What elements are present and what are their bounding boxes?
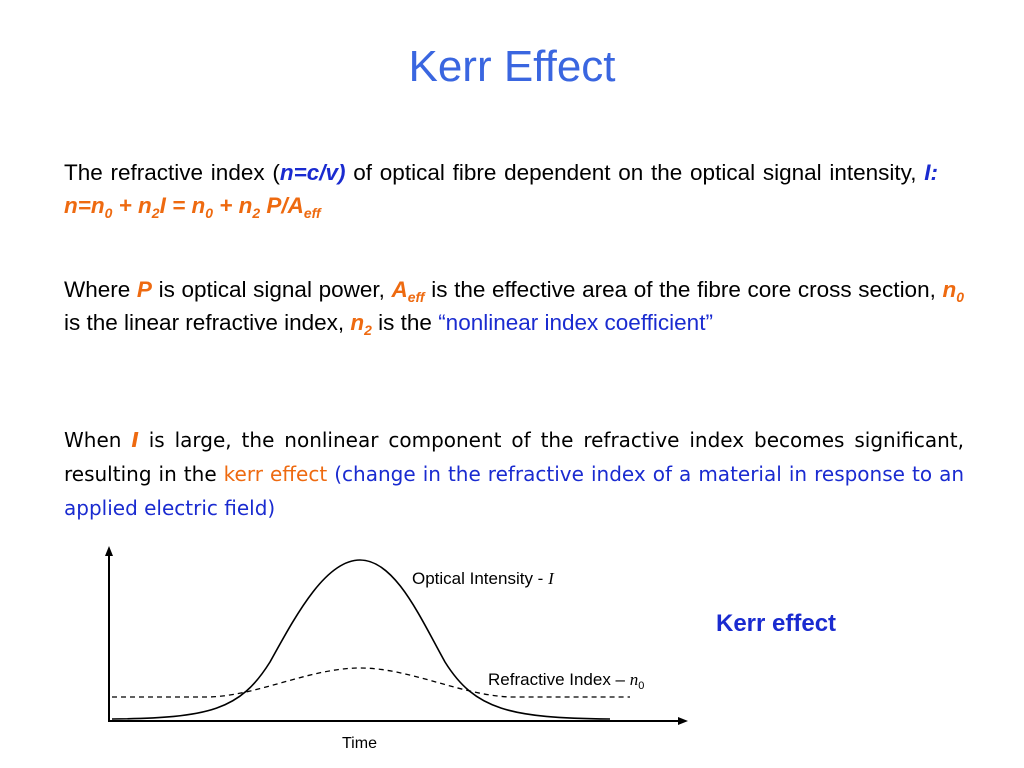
p2-text-5: is the xyxy=(371,310,439,335)
refractive-index-label: Refractive Index – n0 xyxy=(488,670,644,692)
p1-text-1: The refractive index ( xyxy=(64,160,280,185)
kerr-effect-figure: Optical Intensity - I Refractive Index –… xyxy=(105,546,688,752)
p2-text-4: is the linear refractive index, xyxy=(64,310,351,335)
x-axis-label: Time xyxy=(342,735,377,752)
symbol-aeff: Aeff xyxy=(391,277,425,305)
formula-ncv: n=c/v) xyxy=(279,160,346,185)
intensity-symbol: I: xyxy=(924,160,938,185)
slide-title: Kerr Effect xyxy=(408,42,616,91)
kerr-definition: (change in the refractive index of a mat… xyxy=(64,462,965,520)
p3-text-2: is large, the nonlinear component of the… xyxy=(64,428,964,486)
x-axis-arrow xyxy=(678,717,688,725)
refractive-index-curve xyxy=(112,667,630,698)
kerr-equation: n=n0 + n2I = n0 + n2 P/Aeff xyxy=(64,193,321,221)
p2-text-1: Where xyxy=(64,277,137,302)
y-axis-arrow xyxy=(105,546,113,556)
p2-text-3: is the effective area of the fibre core … xyxy=(424,277,943,302)
symbol-i: I xyxy=(131,428,139,452)
paragraph-definitions: Where P is optical signal power, Aeff is… xyxy=(64,273,964,339)
intensity-curve xyxy=(111,559,611,720)
paragraph-kerr-effect: When I is large, the nonlinear component… xyxy=(64,423,964,525)
symbol-n2: n2 xyxy=(350,310,372,338)
intensity-label: Optical Intensity - I xyxy=(412,569,555,588)
nonlinear-index-quote: “nonlinear index coefficient” xyxy=(438,310,713,335)
p3-text-1: When xyxy=(64,428,132,452)
p2-text-2: is optical signal power, xyxy=(151,277,392,302)
kerr-effect-caption: Kerr effect xyxy=(716,610,837,637)
kerr-effect-term: kerr effect xyxy=(223,462,328,486)
p1-text-2: of optical fibre dependent on the optica… xyxy=(345,160,925,185)
symbol-n0: n0 xyxy=(942,277,964,305)
symbol-p: P xyxy=(136,277,152,302)
paragraph-refractive-index: The refractive index (n=c/v) of optical … xyxy=(64,156,964,222)
